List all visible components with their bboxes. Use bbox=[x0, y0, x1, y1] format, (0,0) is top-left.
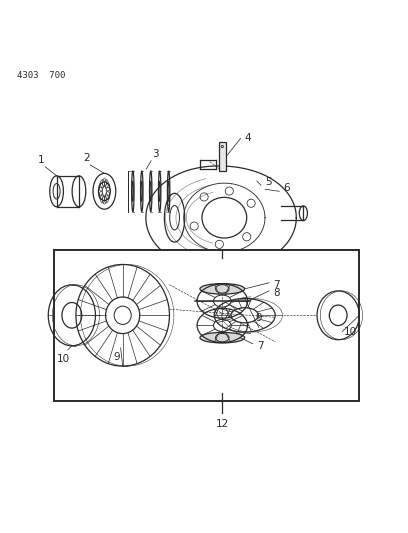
Text: 10: 10 bbox=[344, 327, 357, 336]
Text: 4: 4 bbox=[245, 133, 251, 143]
Ellipse shape bbox=[200, 333, 245, 343]
Text: 7: 7 bbox=[257, 341, 264, 351]
Text: 9: 9 bbox=[255, 313, 262, 324]
Text: 3: 3 bbox=[152, 149, 159, 159]
Bar bbox=[219, 142, 226, 171]
Text: 1: 1 bbox=[38, 155, 44, 165]
Text: 5: 5 bbox=[265, 177, 272, 187]
Bar bbox=[53, 250, 359, 401]
Text: 10: 10 bbox=[57, 354, 70, 364]
Text: 7: 7 bbox=[273, 280, 280, 290]
Text: 9: 9 bbox=[113, 352, 120, 362]
Ellipse shape bbox=[200, 284, 245, 294]
Text: 2: 2 bbox=[83, 153, 89, 163]
Text: 8: 8 bbox=[273, 288, 280, 298]
Text: 12: 12 bbox=[216, 419, 229, 429]
Text: 4303  700: 4303 700 bbox=[17, 70, 65, 79]
Text: 6: 6 bbox=[283, 183, 290, 193]
